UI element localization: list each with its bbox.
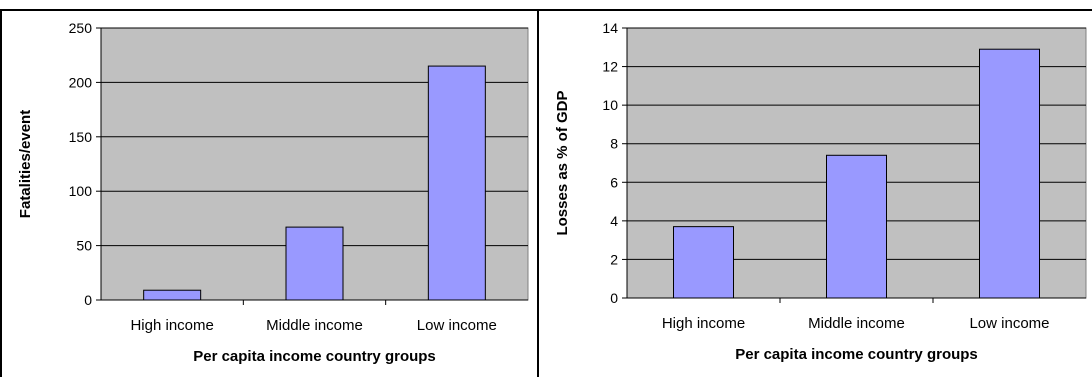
- fatalities-y-tick-label: 200: [69, 74, 93, 90]
- fatalities-x-tick-label: High income: [130, 317, 213, 334]
- fatalities-y-axis-title: Fatalities/event: [17, 110, 34, 218]
- fatalities-y-tick-label: 100: [69, 183, 93, 199]
- losses-x-tick-label: Middle income: [808, 315, 905, 332]
- losses-bar-3: [979, 48, 1040, 299]
- losses-y-tick-label: 2: [610, 251, 618, 267]
- losses-bar-2: [826, 154, 887, 299]
- losses-x-tick-label: High income: [662, 315, 745, 332]
- fatalities-y-tick-label: 250: [69, 20, 93, 36]
- losses-y-tick-label: 12: [602, 59, 618, 75]
- losses-y-tick-label: 14: [602, 20, 618, 36]
- fatalities-y-tick-label: 50: [76, 238, 92, 254]
- fatalities-chart: 0 50 100 150 200 250 High income Middle income L…: [17, 20, 529, 365]
- losses-bar-1: [673, 226, 734, 299]
- fatalities-bar-1: [143, 289, 202, 301]
- fatalities-x-axis-title: Per capita income country groups: [193, 348, 436, 365]
- fatalities-x-tick-label: Middle income: [266, 317, 363, 334]
- losses-y-axis-title: Losses as % of GDP: [554, 90, 571, 235]
- right-chart-cell: 0 2 4 6 8 10 12 14 High income Middle income Low i…: [537, 9, 1092, 377]
- left-chart-cell: 0 50 100 150 200 250 High income Middle income L…: [0, 9, 537, 377]
- losses-y-tick-label: 8: [610, 136, 618, 152]
- losses-x-tick-label: Low income: [969, 315, 1049, 332]
- fatalities-y-tick-label: 150: [69, 129, 93, 145]
- fatalities-bar-2: [285, 226, 344, 301]
- losses-y-tick-label: 6: [610, 174, 618, 190]
- fatalities-x-tick-label: Low income: [417, 317, 497, 334]
- fatalities-bar-3: [427, 65, 486, 301]
- losses-y-tick-label: 0: [610, 290, 618, 306]
- losses-y-tick-label: 4: [610, 213, 618, 229]
- fatalities-y-tick-label: 0: [84, 292, 92, 308]
- losses-chart: 0 2 4 6 8 10 12 14 High income Middle income Low i…: [554, 20, 1087, 363]
- losses-x-axis-title: Per capita income country groups: [735, 346, 978, 363]
- losses-y-tick-label: 10: [602, 97, 618, 113]
